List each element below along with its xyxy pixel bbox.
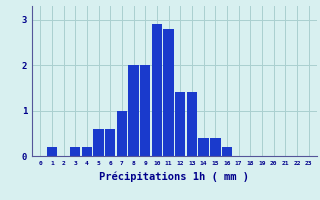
Bar <box>105 129 116 156</box>
Bar <box>175 92 186 156</box>
Bar <box>222 147 232 156</box>
Bar <box>128 65 139 156</box>
Bar <box>210 138 220 156</box>
Bar <box>140 65 150 156</box>
Bar <box>198 138 209 156</box>
X-axis label: Précipitations 1h ( mm ): Précipitations 1h ( mm ) <box>100 171 249 182</box>
Bar <box>163 29 174 156</box>
Bar <box>70 147 80 156</box>
Bar <box>93 129 104 156</box>
Bar <box>152 24 162 156</box>
Bar <box>116 111 127 156</box>
Bar <box>47 147 57 156</box>
Bar <box>187 92 197 156</box>
Bar <box>82 147 92 156</box>
